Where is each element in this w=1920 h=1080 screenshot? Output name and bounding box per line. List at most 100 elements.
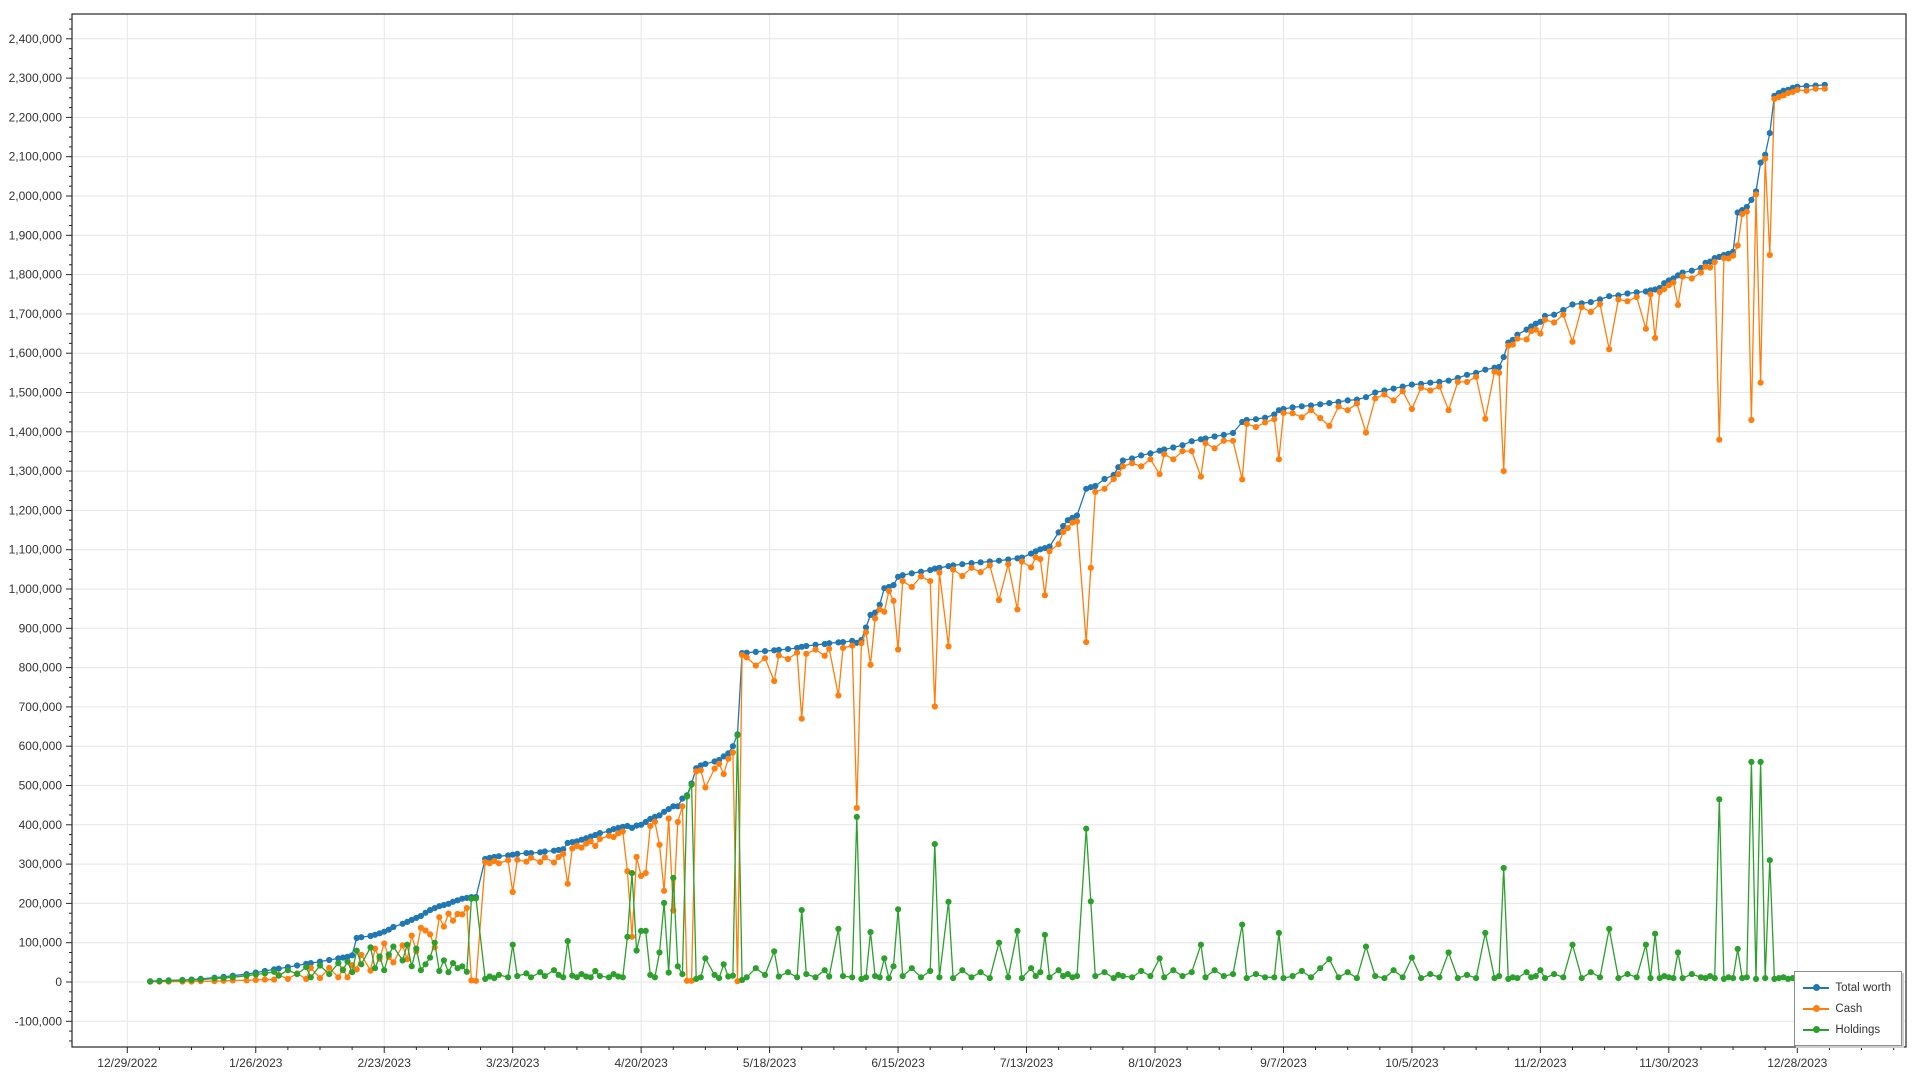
series-holdings-point [1101,969,1108,976]
series-holdings-point [876,974,883,981]
series-total-worth-point [326,956,333,964]
series-total-worth-point [1427,379,1434,386]
series-holdings-point [1743,974,1750,981]
series-holdings-point [1239,921,1246,928]
series-cash-point [849,642,856,649]
series-holdings-point [1220,973,1227,980]
plot-frame [71,13,1907,1048]
series-total-worth-point [931,565,938,572]
series-holdings-point [862,974,870,981]
y-axis-tick-label: 900,000 [19,621,63,635]
series-cash-point [1463,378,1471,385]
series-total-worth-point [959,561,966,568]
series-holdings-point [188,976,195,984]
series-total-worth-point [1780,87,1787,94]
series-total-worth-point [743,649,750,656]
series-cash-point [550,859,558,866]
series-cash-point [977,569,984,576]
series-holdings-point [147,978,154,985]
series-holdings-point [514,973,521,980]
x-axis-tick-label: 2/23/2023 [358,1056,412,1070]
series-cash-point [381,940,388,947]
series-holdings-point [638,927,645,935]
series-holdings-point [835,925,842,933]
series-cash-point [1523,336,1530,343]
series-cash-point [1064,525,1071,532]
series-holdings-point [349,969,356,976]
series-total-worth-point [495,853,502,860]
series-cash-point [1652,334,1659,341]
series-cash-point [514,856,521,863]
series-cash-point [1757,379,1764,386]
y-axis-tick-label: 1,400,000 [9,425,63,439]
series-cash-point [716,760,723,768]
series-total-worth-point [1179,442,1186,449]
series-cash-point [252,976,259,984]
series-cash-point [908,583,915,591]
series-cash-point [1473,373,1480,380]
series-total-worth-point [619,823,626,830]
series-holdings-line [150,734,1825,983]
holdings-line-marker-icon [1803,1025,1830,1035]
series-total-worth-point [1766,130,1773,137]
series-cash-point [1243,420,1250,427]
x-axis-tick-label: 5/18/2023 [743,1056,797,1070]
series-holdings-point [1454,975,1461,982]
series-cash-point [945,643,952,650]
series-holdings-point [853,813,860,821]
series-cash-point [1560,311,1567,318]
series-holdings-point [605,974,613,981]
series-holdings-point [1138,967,1145,975]
series-cash-point [725,755,732,762]
series-total-worth-point [1005,556,1012,563]
series-total-worth-point [1335,398,1342,405]
series-cash-point [1642,325,1649,332]
series-total-worth-point [1317,401,1324,408]
series-holdings-point [408,963,415,970]
series-holdings-point [881,955,888,962]
series-cash-point [1188,448,1195,455]
series-holdings-point [1587,969,1594,976]
series-cash-point [427,931,434,938]
series-cash-point [679,803,686,810]
series-holdings-point [1119,973,1126,980]
series-cash-point [271,976,278,983]
series-holdings-point [826,973,833,980]
series-holdings-point [945,898,952,905]
series-cash-point [927,578,934,585]
series-cash-point [1596,301,1604,308]
series-total-worth-point [1445,377,1452,384]
series-holdings-point [358,961,365,968]
series-cash-point [858,640,865,647]
series-holdings-point [560,974,567,981]
series-holdings-point [1624,971,1631,978]
series-total-worth-point [550,847,558,854]
series-cash-point [936,569,943,576]
series-total-worth-point [784,646,792,653]
series-holdings-point [711,971,718,979]
series-total-worth-point [537,849,544,856]
series-cash-point [633,853,640,861]
series-cash-point [1734,242,1741,249]
series-cash-point [408,932,415,939]
series-holdings-point [1496,973,1503,980]
y-axis-tick-label: 2,300,000 [9,71,63,85]
series-cash-point [752,662,759,669]
series-holdings-point [1298,967,1305,975]
series-cash-point [619,828,626,835]
legend-label-cash: Cash [1835,1002,1863,1015]
series-cash-point [560,850,567,858]
series-holdings-point [1445,949,1452,956]
series-holdings-point [541,973,548,980]
series-holdings-point [1188,969,1195,976]
series-holdings-point [1326,956,1333,963]
series-cash-point [1115,471,1122,478]
series-cash [147,85,1828,985]
series-holdings-point [1083,825,1090,832]
series-cash-point [1812,85,1819,92]
series-total-worth-point [826,640,833,647]
series-total-worth-point [1046,543,1053,550]
series-total-worth-point [1262,414,1269,421]
series-cash-point [1280,409,1287,416]
series-total-worth-point [463,894,470,902]
